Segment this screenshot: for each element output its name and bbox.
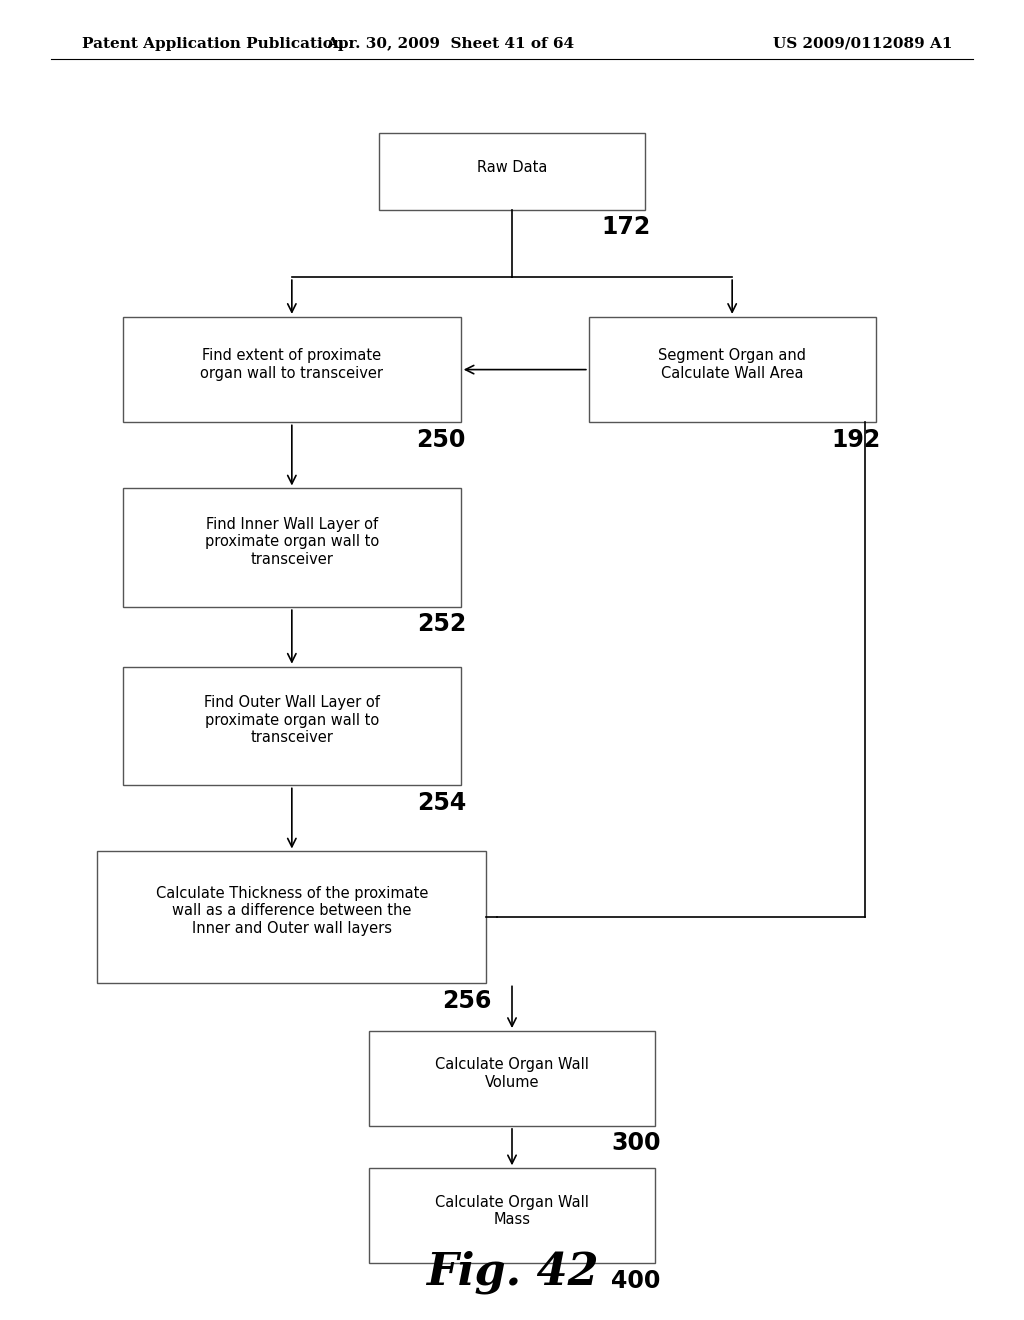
- FancyBboxPatch shape: [97, 851, 486, 983]
- Text: 192: 192: [831, 428, 881, 451]
- FancyBboxPatch shape: [369, 1168, 655, 1263]
- Text: 300: 300: [611, 1131, 660, 1155]
- FancyBboxPatch shape: [123, 667, 461, 785]
- Text: Fig. 42: Fig. 42: [426, 1250, 598, 1294]
- Text: Calculate Thickness of the proximate
wall as a difference between the
Inner and : Calculate Thickness of the proximate wal…: [156, 886, 428, 936]
- FancyBboxPatch shape: [369, 1031, 655, 1126]
- Text: 252: 252: [417, 612, 466, 636]
- Text: Calculate Organ Wall
Mass: Calculate Organ Wall Mass: [435, 1195, 589, 1228]
- FancyBboxPatch shape: [589, 317, 876, 422]
- Text: 250: 250: [417, 428, 466, 451]
- FancyBboxPatch shape: [123, 488, 461, 607]
- Text: Find extent of proximate
organ wall to transceiver: Find extent of proximate organ wall to t…: [201, 348, 383, 380]
- Text: US 2009/0112089 A1: US 2009/0112089 A1: [773, 37, 952, 50]
- Text: 172: 172: [601, 215, 650, 239]
- Text: 256: 256: [442, 989, 492, 1012]
- FancyBboxPatch shape: [123, 317, 461, 422]
- Text: 254: 254: [417, 791, 466, 814]
- Text: Raw Data: Raw Data: [477, 160, 547, 176]
- Text: Patent Application Publication: Patent Application Publication: [82, 37, 344, 50]
- Text: Apr. 30, 2009  Sheet 41 of 64: Apr. 30, 2009 Sheet 41 of 64: [327, 37, 574, 50]
- Text: Segment Organ and
Calculate Wall Area: Segment Organ and Calculate Wall Area: [658, 348, 806, 380]
- Text: Calculate Organ Wall
Volume: Calculate Organ Wall Volume: [435, 1057, 589, 1090]
- Text: Find Outer Wall Layer of
proximate organ wall to
transceiver: Find Outer Wall Layer of proximate organ…: [204, 696, 380, 744]
- Text: Find Inner Wall Layer of
proximate organ wall to
transceiver: Find Inner Wall Layer of proximate organ…: [205, 517, 379, 566]
- FancyBboxPatch shape: [379, 133, 645, 210]
- Text: 400: 400: [611, 1269, 660, 1292]
